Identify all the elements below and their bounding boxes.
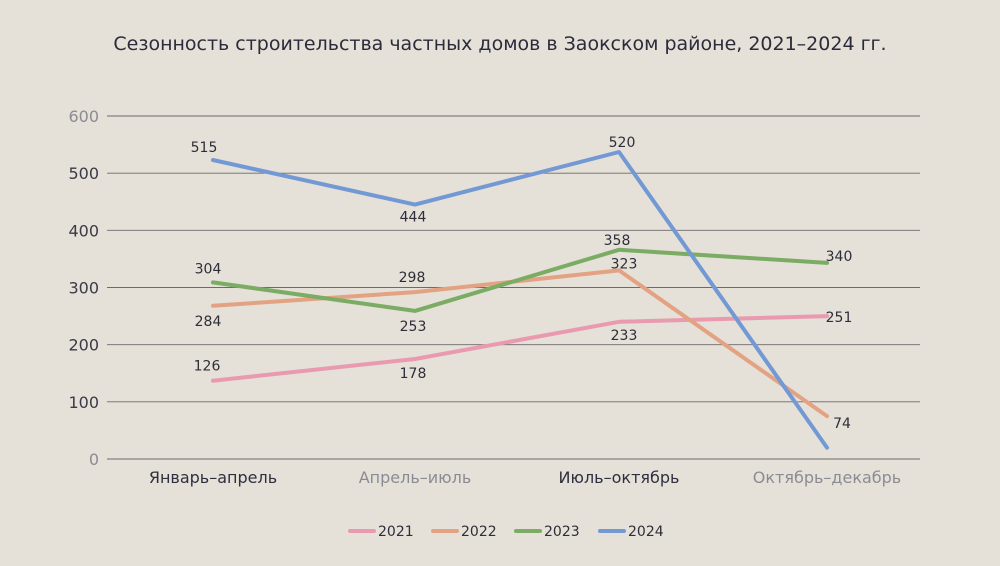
y-tick-label: 200 xyxy=(68,336,99,355)
data-label: 304 xyxy=(195,261,222,277)
legend-label-2021: 2021 xyxy=(378,524,414,540)
legend-label-2022: 2022 xyxy=(461,524,497,540)
series-lines xyxy=(211,150,829,450)
data-label: 233 xyxy=(611,328,638,344)
data-label: 253 xyxy=(400,319,427,335)
data-label: 284 xyxy=(195,314,222,330)
series-line-2023 xyxy=(211,247,829,313)
y-tick-label: 300 xyxy=(68,279,99,298)
x-axis: Январь–апрель Апрель–июль Июль–октябрь Октя… xyxy=(149,468,901,487)
data-label: 444 xyxy=(400,210,427,226)
data-label: 74 xyxy=(833,416,851,432)
legend-label-2024: 2024 xyxy=(628,524,664,540)
y-axis: 0 100 200 300 400 500 600 xyxy=(68,107,99,469)
legend: 2021 2022 2023 2024 xyxy=(348,524,664,540)
data-label: 323 xyxy=(611,256,638,272)
x-tick-label: Апрель–июль xyxy=(359,468,472,487)
x-tick-label: Январь–апрель xyxy=(149,468,277,487)
data-label: 520 xyxy=(609,135,636,151)
series-line-2021 xyxy=(211,314,829,383)
series-line-2024 xyxy=(211,150,829,450)
data-label: 126 xyxy=(194,359,221,375)
chart-title: Сезонность строительства частных домов в… xyxy=(113,33,886,55)
data-label: 515 xyxy=(191,140,218,156)
y-tick-label: 400 xyxy=(68,221,99,240)
series-line-2022 xyxy=(211,268,829,419)
legend-label-2023: 2023 xyxy=(544,524,580,540)
data-label: 178 xyxy=(400,366,427,382)
y-tick-label: 100 xyxy=(68,393,99,412)
x-tick-label: Октябрь–декабрь xyxy=(753,468,901,487)
y-tick-label: 500 xyxy=(68,164,99,183)
y-tick-label: 0 xyxy=(89,450,99,469)
data-label: 340 xyxy=(826,249,853,265)
data-label: 251 xyxy=(826,310,853,326)
x-tick-label: Июль–октябрь xyxy=(559,468,680,487)
data-labels: 126 178 233 251 284 298 323 74 304 253 358 340 515 44… xyxy=(191,135,853,432)
data-label: 298 xyxy=(399,270,426,286)
y-tick-label: 600 xyxy=(68,107,99,126)
data-label: 358 xyxy=(604,233,631,249)
